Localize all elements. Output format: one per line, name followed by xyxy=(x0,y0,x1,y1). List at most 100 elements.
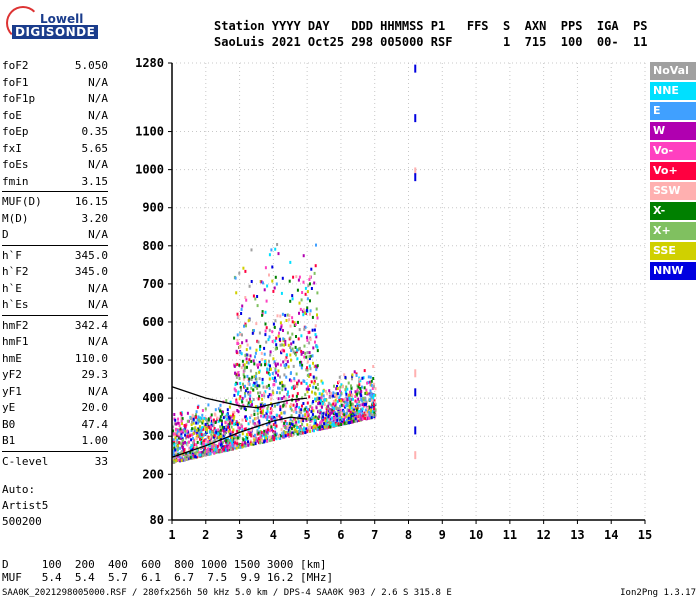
echo-point xyxy=(331,411,334,415)
echo-point xyxy=(304,351,307,355)
echo-point xyxy=(264,403,266,407)
param-value: N/A xyxy=(88,228,108,241)
echo-point xyxy=(291,423,294,427)
echo-point xyxy=(256,384,259,388)
echo-point xyxy=(316,383,319,386)
param-row-foe: foE N/A xyxy=(2,108,108,125)
echo-point xyxy=(249,433,252,437)
echo-point xyxy=(265,430,268,434)
echo-point xyxy=(295,404,298,408)
echo-point xyxy=(369,408,372,412)
echo-point xyxy=(181,417,184,421)
echo-point xyxy=(224,437,227,441)
echo-point xyxy=(301,414,304,418)
echo-point xyxy=(326,392,329,396)
echo-point xyxy=(244,384,246,388)
echo-point xyxy=(237,342,240,346)
echo-point xyxy=(309,309,312,313)
echo-point xyxy=(303,344,306,348)
param-row-yf1: yF1 N/A xyxy=(2,384,108,401)
echo-point xyxy=(188,447,191,451)
echo-point xyxy=(313,380,316,384)
echo-point xyxy=(360,394,363,398)
echo-point xyxy=(357,416,360,420)
echo-point xyxy=(219,436,222,440)
echo-point xyxy=(300,432,303,436)
param-value: N/A xyxy=(88,108,108,122)
echo-point xyxy=(327,413,330,417)
echo-point xyxy=(180,411,183,415)
echo-point xyxy=(294,322,297,326)
echo-point xyxy=(372,404,375,408)
echo-point xyxy=(286,426,289,430)
echo-point xyxy=(280,323,283,327)
echo-point xyxy=(244,389,247,393)
echo-point xyxy=(292,403,295,407)
echo-point xyxy=(253,413,256,416)
legend-sse: SSE xyxy=(650,242,696,260)
echo-point xyxy=(300,426,303,430)
echo-point xyxy=(339,389,341,393)
echo-point xyxy=(172,453,175,457)
echo-point xyxy=(184,433,187,437)
echo-point xyxy=(289,353,292,357)
echo-point xyxy=(199,453,202,457)
echo-point xyxy=(366,413,369,417)
echo-point xyxy=(300,366,303,370)
echo-point xyxy=(247,430,250,434)
echo-point xyxy=(182,428,185,432)
echo-point xyxy=(219,432,222,436)
echo-point xyxy=(232,440,235,444)
legend-nnw: NNW xyxy=(650,262,696,280)
echo-point xyxy=(270,425,273,429)
echo-point xyxy=(305,382,308,386)
echo-point xyxy=(294,353,297,357)
param-value: 20.0 xyxy=(81,401,109,414)
echo-point xyxy=(209,420,211,424)
echo-point xyxy=(216,444,219,448)
echo-point xyxy=(225,421,228,425)
echo-point xyxy=(306,429,309,433)
echo-point xyxy=(307,408,309,412)
echo-point xyxy=(313,271,316,275)
echo-point xyxy=(177,434,180,438)
echo-point xyxy=(320,379,323,383)
echo-point xyxy=(269,353,272,357)
echo-point xyxy=(246,343,249,347)
echo-point xyxy=(360,385,363,389)
echo-point xyxy=(284,397,287,401)
echo-point xyxy=(222,448,225,452)
echo-point xyxy=(239,351,242,355)
echo-point xyxy=(174,456,176,460)
echo-point xyxy=(219,439,222,443)
echo-point xyxy=(360,407,363,411)
echo-point xyxy=(179,436,182,440)
echo-point xyxy=(332,402,335,406)
echo-point xyxy=(298,275,301,279)
station-header: Station YYYY DAY DDD HHMMSS P1 FFS S AXN… xyxy=(214,18,647,50)
x-tick-label: 4 xyxy=(270,528,277,542)
echo-point xyxy=(291,297,294,301)
echo-point xyxy=(306,417,309,421)
param-row-mufd: MUF(D) 16.15 xyxy=(2,194,108,211)
echo-point xyxy=(246,387,249,391)
echo-point xyxy=(174,418,177,422)
echo-point xyxy=(259,344,262,348)
echo-point xyxy=(233,393,236,397)
echo-point xyxy=(274,379,277,383)
echo-point xyxy=(236,436,239,440)
echo-point xyxy=(312,400,315,403)
echo-point xyxy=(261,411,264,415)
echo-point xyxy=(287,433,290,437)
echo-point xyxy=(283,434,286,438)
echo-point xyxy=(350,413,353,417)
param-name: C-level xyxy=(2,454,49,468)
echo-point xyxy=(255,436,258,440)
echo-point xyxy=(213,450,216,454)
echo-point xyxy=(194,429,197,433)
echo-point xyxy=(261,434,264,438)
echo-point xyxy=(220,419,223,423)
echo-point xyxy=(315,307,318,311)
echo-point xyxy=(343,421,346,425)
echo-point xyxy=(234,383,237,387)
